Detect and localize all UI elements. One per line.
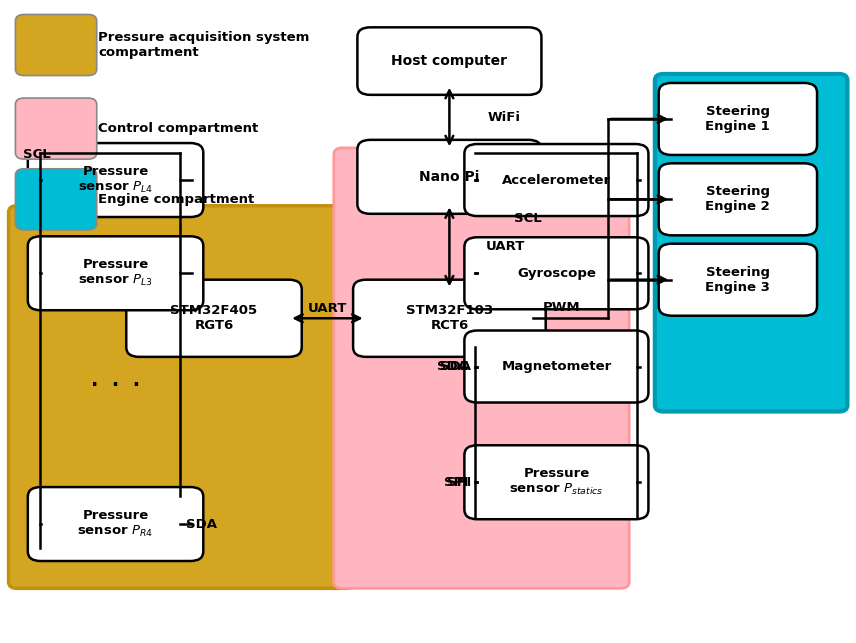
Text: SCL: SCL bbox=[514, 212, 541, 225]
FancyBboxPatch shape bbox=[655, 74, 847, 412]
Text: Engine compartment: Engine compartment bbox=[98, 193, 255, 206]
FancyBboxPatch shape bbox=[464, 445, 649, 520]
FancyBboxPatch shape bbox=[28, 237, 203, 311]
Text: Steering
Engine 1: Steering Engine 1 bbox=[705, 105, 770, 133]
Text: UART: UART bbox=[307, 302, 347, 315]
FancyBboxPatch shape bbox=[464, 237, 649, 309]
Text: Pressure
sensor $P_{L3}$: Pressure sensor $P_{L3}$ bbox=[78, 258, 153, 289]
FancyBboxPatch shape bbox=[15, 98, 97, 159]
FancyBboxPatch shape bbox=[464, 331, 649, 403]
Text: Gyroscope: Gyroscope bbox=[517, 267, 596, 280]
Text: STM32F103
RCT6: STM32F103 RCT6 bbox=[406, 304, 493, 332]
FancyBboxPatch shape bbox=[15, 169, 97, 230]
Text: Steering
Engine 2: Steering Engine 2 bbox=[705, 185, 770, 213]
Text: WiFi: WiFi bbox=[488, 111, 521, 123]
FancyBboxPatch shape bbox=[28, 143, 203, 217]
FancyBboxPatch shape bbox=[28, 487, 203, 561]
FancyBboxPatch shape bbox=[358, 140, 541, 213]
FancyBboxPatch shape bbox=[127, 280, 301, 357]
FancyBboxPatch shape bbox=[659, 163, 817, 235]
FancyBboxPatch shape bbox=[334, 148, 629, 588]
Text: SCL: SCL bbox=[23, 148, 51, 161]
Text: PWM: PWM bbox=[543, 301, 580, 314]
Text: Accelerometer: Accelerometer bbox=[502, 174, 611, 186]
Text: Pressure
sensor $P_{statics}$: Pressure sensor $P_{statics}$ bbox=[509, 467, 603, 498]
Text: Pressure
sensor $P_{R4}$: Pressure sensor $P_{R4}$ bbox=[77, 509, 154, 539]
Text: Steering
Engine 3: Steering Engine 3 bbox=[705, 266, 770, 294]
Text: ·  ·  ·: · · · bbox=[91, 376, 140, 395]
FancyBboxPatch shape bbox=[659, 244, 817, 316]
Text: SDA: SDA bbox=[440, 360, 471, 373]
Text: Pressure acquisition system
compartment: Pressure acquisition system compartment bbox=[98, 31, 310, 59]
Text: Magnetometer: Magnetometer bbox=[502, 360, 611, 373]
Text: SPI: SPI bbox=[447, 476, 471, 489]
Text: STM32F405
RGT6: STM32F405 RGT6 bbox=[170, 304, 258, 332]
Text: SPI: SPI bbox=[444, 476, 468, 489]
Text: SDA: SDA bbox=[186, 518, 217, 530]
FancyBboxPatch shape bbox=[464, 144, 649, 216]
FancyBboxPatch shape bbox=[659, 83, 817, 155]
Text: Nano Pi: Nano Pi bbox=[419, 170, 479, 184]
FancyBboxPatch shape bbox=[15, 14, 97, 76]
Text: SDA: SDA bbox=[437, 360, 468, 373]
Text: UART: UART bbox=[486, 240, 526, 253]
Text: Control compartment: Control compartment bbox=[98, 122, 259, 135]
FancyBboxPatch shape bbox=[353, 280, 545, 357]
Text: Host computer: Host computer bbox=[391, 54, 508, 68]
FancyBboxPatch shape bbox=[358, 27, 541, 95]
FancyBboxPatch shape bbox=[9, 206, 355, 588]
Text: Pressure
sensor $P_{L4}$: Pressure sensor $P_{L4}$ bbox=[78, 165, 153, 195]
